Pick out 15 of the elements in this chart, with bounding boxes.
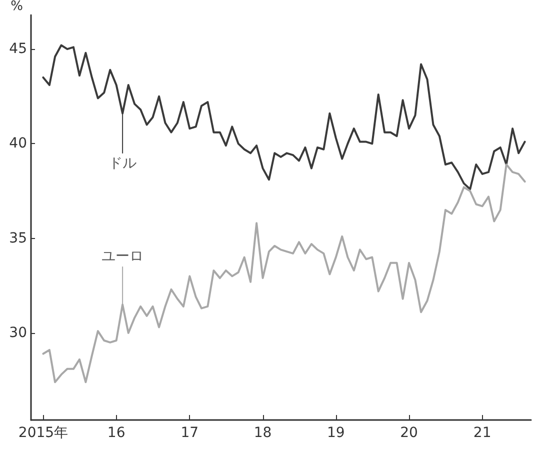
- x-tick-label: 18: [254, 425, 272, 441]
- x-tick-label: 20: [400, 425, 418, 441]
- y-tick-label: 40: [9, 136, 27, 152]
- y-tick-label: 30: [9, 324, 27, 341]
- x-tick-label: 16: [107, 425, 126, 441]
- line-series: [42, 44, 526, 190]
- text: ドル: [108, 155, 137, 172]
- text: ユーロ: [102, 248, 144, 265]
- y-tick-label: 35: [9, 230, 27, 246]
- x-tick-label: 17: [180, 425, 199, 441]
- y-tick-label: 45: [9, 41, 27, 58]
- y-axis-title: %: [10, 0, 23, 14]
- x-tick-label: 21: [473, 425, 492, 441]
- x-tick-label: 2015年: [18, 425, 68, 441]
- x-tick-label: 19: [326, 425, 345, 441]
